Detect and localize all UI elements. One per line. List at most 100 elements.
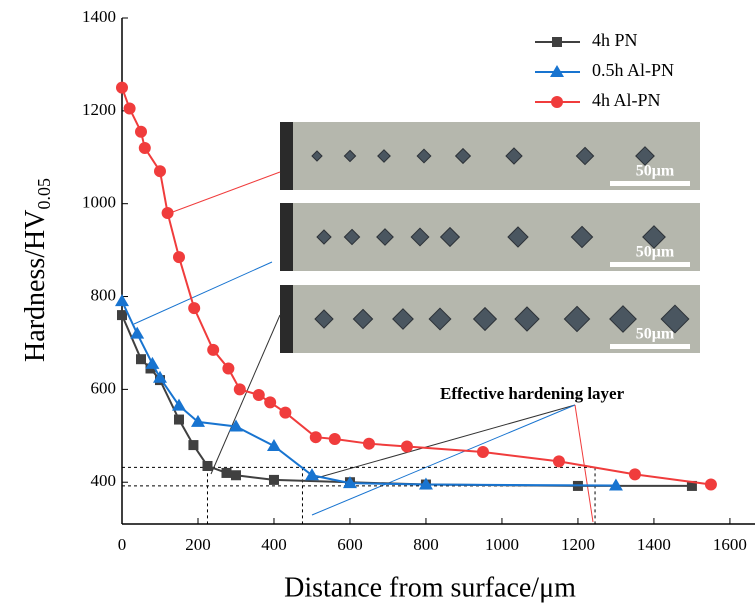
marker	[172, 251, 185, 264]
indent	[660, 304, 690, 334]
y-tick-label: 1200	[82, 100, 116, 119]
marker	[400, 440, 413, 453]
marker	[233, 383, 246, 396]
marker	[342, 476, 357, 489]
marker	[153, 165, 166, 178]
marker	[138, 141, 151, 154]
legend-label: 0.5h Al-PN	[592, 60, 674, 80]
marker	[123, 102, 136, 115]
arrow	[311, 404, 576, 516]
indent	[575, 146, 595, 166]
x-tick-label: 1600	[713, 535, 747, 554]
inset-edge	[280, 285, 293, 353]
indent	[410, 227, 430, 247]
marker	[134, 125, 147, 138]
marker	[188, 440, 199, 451]
indent	[472, 306, 498, 332]
x-tick-label: 1400	[637, 535, 671, 554]
scale-bar	[610, 262, 690, 267]
indent	[439, 226, 461, 248]
indent	[316, 229, 332, 245]
marker	[173, 414, 184, 425]
scale-bar-label: 50μm	[636, 326, 675, 343]
indent	[343, 228, 361, 246]
marker	[221, 467, 232, 478]
marker	[704, 478, 717, 491]
indent	[352, 308, 374, 330]
x-tick-label: 200	[185, 535, 211, 554]
y-tick-label: 1000	[82, 193, 116, 212]
scale-bar	[610, 181, 690, 186]
indent	[376, 228, 394, 246]
indent	[311, 150, 323, 162]
marker	[552, 455, 565, 468]
indent	[416, 148, 432, 164]
inset-edge	[280, 122, 293, 190]
y-axis-label-main: Hardness/HV	[20, 210, 51, 362]
marker	[230, 470, 241, 481]
marker	[362, 437, 375, 450]
annotation: Effective hardening layer	[440, 384, 625, 403]
arrow	[574, 404, 594, 523]
scale-bar	[610, 344, 690, 349]
indent	[377, 149, 391, 163]
legend-marker	[552, 37, 562, 47]
marker	[608, 478, 623, 491]
indent	[635, 146, 655, 166]
micrograph-insets: 50μm 50μm 50μm	[280, 122, 700, 353]
marker	[628, 468, 641, 481]
series-line	[121, 87, 712, 486]
arrow	[133, 261, 273, 325]
marker	[228, 419, 243, 432]
indent	[642, 225, 666, 249]
y-axis-label: Hardness/HV0.05	[20, 178, 54, 362]
indent	[505, 147, 523, 165]
marker	[686, 480, 697, 491]
y-tick-label: 1400	[82, 7, 116, 26]
marker	[476, 446, 489, 459]
x-tick-label: 400	[261, 535, 287, 554]
indent	[454, 147, 472, 165]
marker	[202, 460, 213, 471]
x-tick-label: 1000	[485, 535, 519, 554]
indent	[514, 306, 540, 332]
marker	[145, 356, 160, 369]
indent	[609, 305, 637, 333]
scale-bar-label: 50μm	[636, 163, 675, 180]
marker	[207, 343, 220, 356]
marker	[130, 326, 145, 339]
annotation-arrows	[133, 171, 594, 523]
inset-edge	[280, 203, 293, 271]
marker	[117, 310, 127, 321]
marker	[279, 406, 292, 419]
indent	[428, 307, 452, 331]
inset-image	[280, 203, 700, 271]
marker	[161, 206, 174, 219]
marker	[304, 468, 319, 481]
indent	[392, 308, 414, 330]
y-tick-label: 400	[91, 471, 117, 490]
x-tick-label: 0	[118, 535, 127, 554]
indent	[314, 309, 334, 329]
y-tick-label: 800	[91, 285, 117, 304]
marker	[188, 302, 201, 315]
marker	[328, 433, 341, 446]
y-tick-label: 600	[91, 378, 117, 397]
marker	[268, 474, 279, 485]
series-line	[121, 300, 616, 487]
marker	[264, 396, 277, 409]
marker	[116, 81, 128, 94]
marker	[418, 477, 433, 490]
scale-bar-label: 50μm	[636, 244, 675, 261]
y-axis-label-sub: 0.05	[34, 178, 54, 210]
marker	[190, 414, 205, 427]
marker	[252, 388, 265, 401]
marker	[115, 294, 129, 307]
marker	[266, 439, 281, 452]
arrow	[210, 314, 281, 475]
indent	[563, 305, 591, 333]
legend-marker	[551, 96, 563, 108]
x-tick-label: 1200	[561, 535, 595, 554]
